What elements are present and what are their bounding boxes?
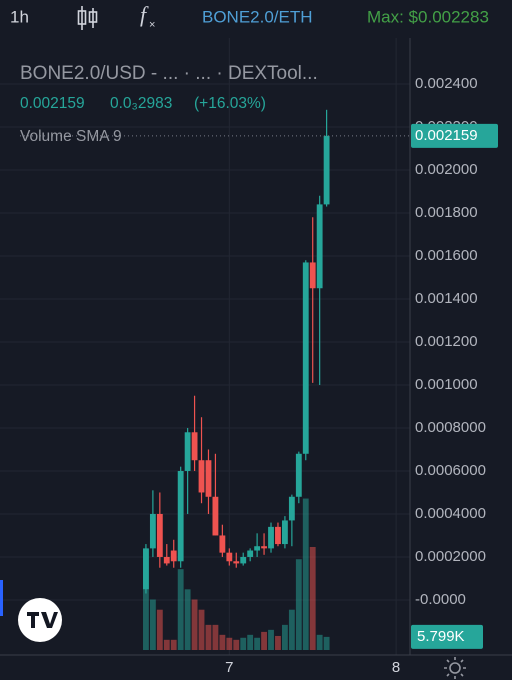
volume-bar (254, 637, 261, 650)
y-tick-label: 0.001400 (415, 290, 478, 307)
volume-bar (212, 624, 219, 650)
y-tick-label: 0.001800 (415, 204, 478, 221)
y-tick-label: 0.0006000 (415, 462, 486, 479)
toolbar: 1h f × BONE2.0/ETH Max: $0.002283 (10, 2, 489, 31)
volume-bar (191, 599, 198, 650)
volume-bar (295, 559, 302, 650)
candle-body (247, 550, 254, 557)
volume-bar (177, 569, 184, 650)
volume-bar (316, 634, 323, 650)
logo (18, 598, 62, 642)
volume-bar (323, 636, 330, 650)
volume-bar (184, 589, 191, 650)
candle-body (295, 453, 302, 497)
volume-bar (275, 635, 281, 650)
candle-body (143, 548, 149, 590)
candle-body (323, 135, 330, 205)
volume-bar (143, 549, 149, 650)
candle-body (177, 470, 184, 562)
candle-body (233, 561, 240, 564)
candle-body (309, 262, 316, 289)
y-tick-label: 0.0002000 (415, 548, 486, 565)
volume-bar (233, 639, 240, 650)
volume-bar (205, 624, 212, 650)
volume-bar (149, 599, 156, 650)
y-tick-label: 0.002400 (415, 75, 478, 92)
candle-body (268, 526, 274, 549)
candle-body (240, 556, 247, 564)
volume-bar (156, 609, 163, 650)
candle-body (149, 513, 156, 549)
candle-body (254, 546, 261, 551)
volume-bar (247, 634, 254, 650)
legend-values: 0.002159 0.0₃2983 (+16.03%) (20, 95, 266, 112)
y-tick-label: 0.001000 (415, 376, 478, 393)
settings-icon[interactable] (444, 657, 466, 679)
candle-body (170, 550, 177, 562)
legend-price: 0.002159 (20, 95, 85, 112)
legend-change-percent: (+16.03%) (194, 95, 266, 112)
x-tick-label: 7 (225, 659, 233, 676)
candle-body (198, 460, 205, 493)
legend-change: 0.0₃2983 (110, 95, 172, 112)
chart-title: BONE2.0/USD - ... · ... · DEXTool... (20, 63, 318, 84)
fx-icon[interactable]: f (140, 2, 149, 27)
max-price: Max: $0.002283 (367, 7, 489, 26)
candle-body (261, 546, 267, 549)
y-tick-label: 0.0008000 (415, 419, 486, 436)
volume-bar (170, 639, 177, 650)
candle-body (184, 432, 191, 471)
y-tick-label: -0.0000 (415, 591, 466, 608)
candle-body (275, 526, 281, 545)
last-price-tag (411, 123, 498, 148)
interval[interactable]: 1h (10, 7, 29, 26)
pair-symbol[interactable]: BONE2.0/ETH (202, 7, 313, 26)
candle-body (163, 556, 170, 564)
volume-label: 5.799K (417, 628, 465, 645)
volume-bar (288, 609, 295, 650)
y-tick-label: 0.002000 (415, 161, 478, 178)
axes: 0.0024000.0022000.0020000.0018000.001600… (225, 75, 498, 676)
volume-bar (198, 609, 205, 650)
candle-body (156, 513, 163, 557)
volume-bar (261, 631, 267, 650)
indicator-name: Volume SMA 9 (20, 128, 122, 145)
candle-body (226, 552, 233, 562)
volume-bar (226, 637, 233, 650)
grid (0, 38, 410, 655)
candle-body (219, 535, 226, 553)
candle-body (288, 496, 295, 521)
last-price-label: 0.002159 (415, 127, 478, 144)
candle-body (191, 432, 198, 461)
plot (20, 109, 410, 650)
candle-body (302, 262, 309, 454)
candle-body (281, 520, 288, 545)
volume-bar (281, 624, 288, 650)
indicator-icon[interactable]: f × (140, 2, 155, 31)
volume-bar (268, 629, 274, 650)
y-tick-label: 0.0004000 (415, 505, 486, 522)
volume-bar (309, 546, 316, 650)
side-marker (0, 580, 3, 616)
candle-body (212, 496, 219, 536)
volume-tag (411, 624, 483, 649)
fx-icon-x: × (149, 19, 155, 31)
candle-icon[interactable] (77, 6, 98, 30)
volume-bar (302, 498, 309, 650)
y-tick-label: 0.001200 (415, 333, 478, 350)
volume-bar (240, 637, 247, 650)
x-tick-label: 8 (392, 659, 400, 676)
candle-body (316, 204, 323, 289)
volume-bar (219, 634, 226, 650)
candle-body (205, 460, 212, 497)
y-tick-label: 0.001600 (415, 247, 478, 264)
volume-bar (163, 639, 170, 650)
